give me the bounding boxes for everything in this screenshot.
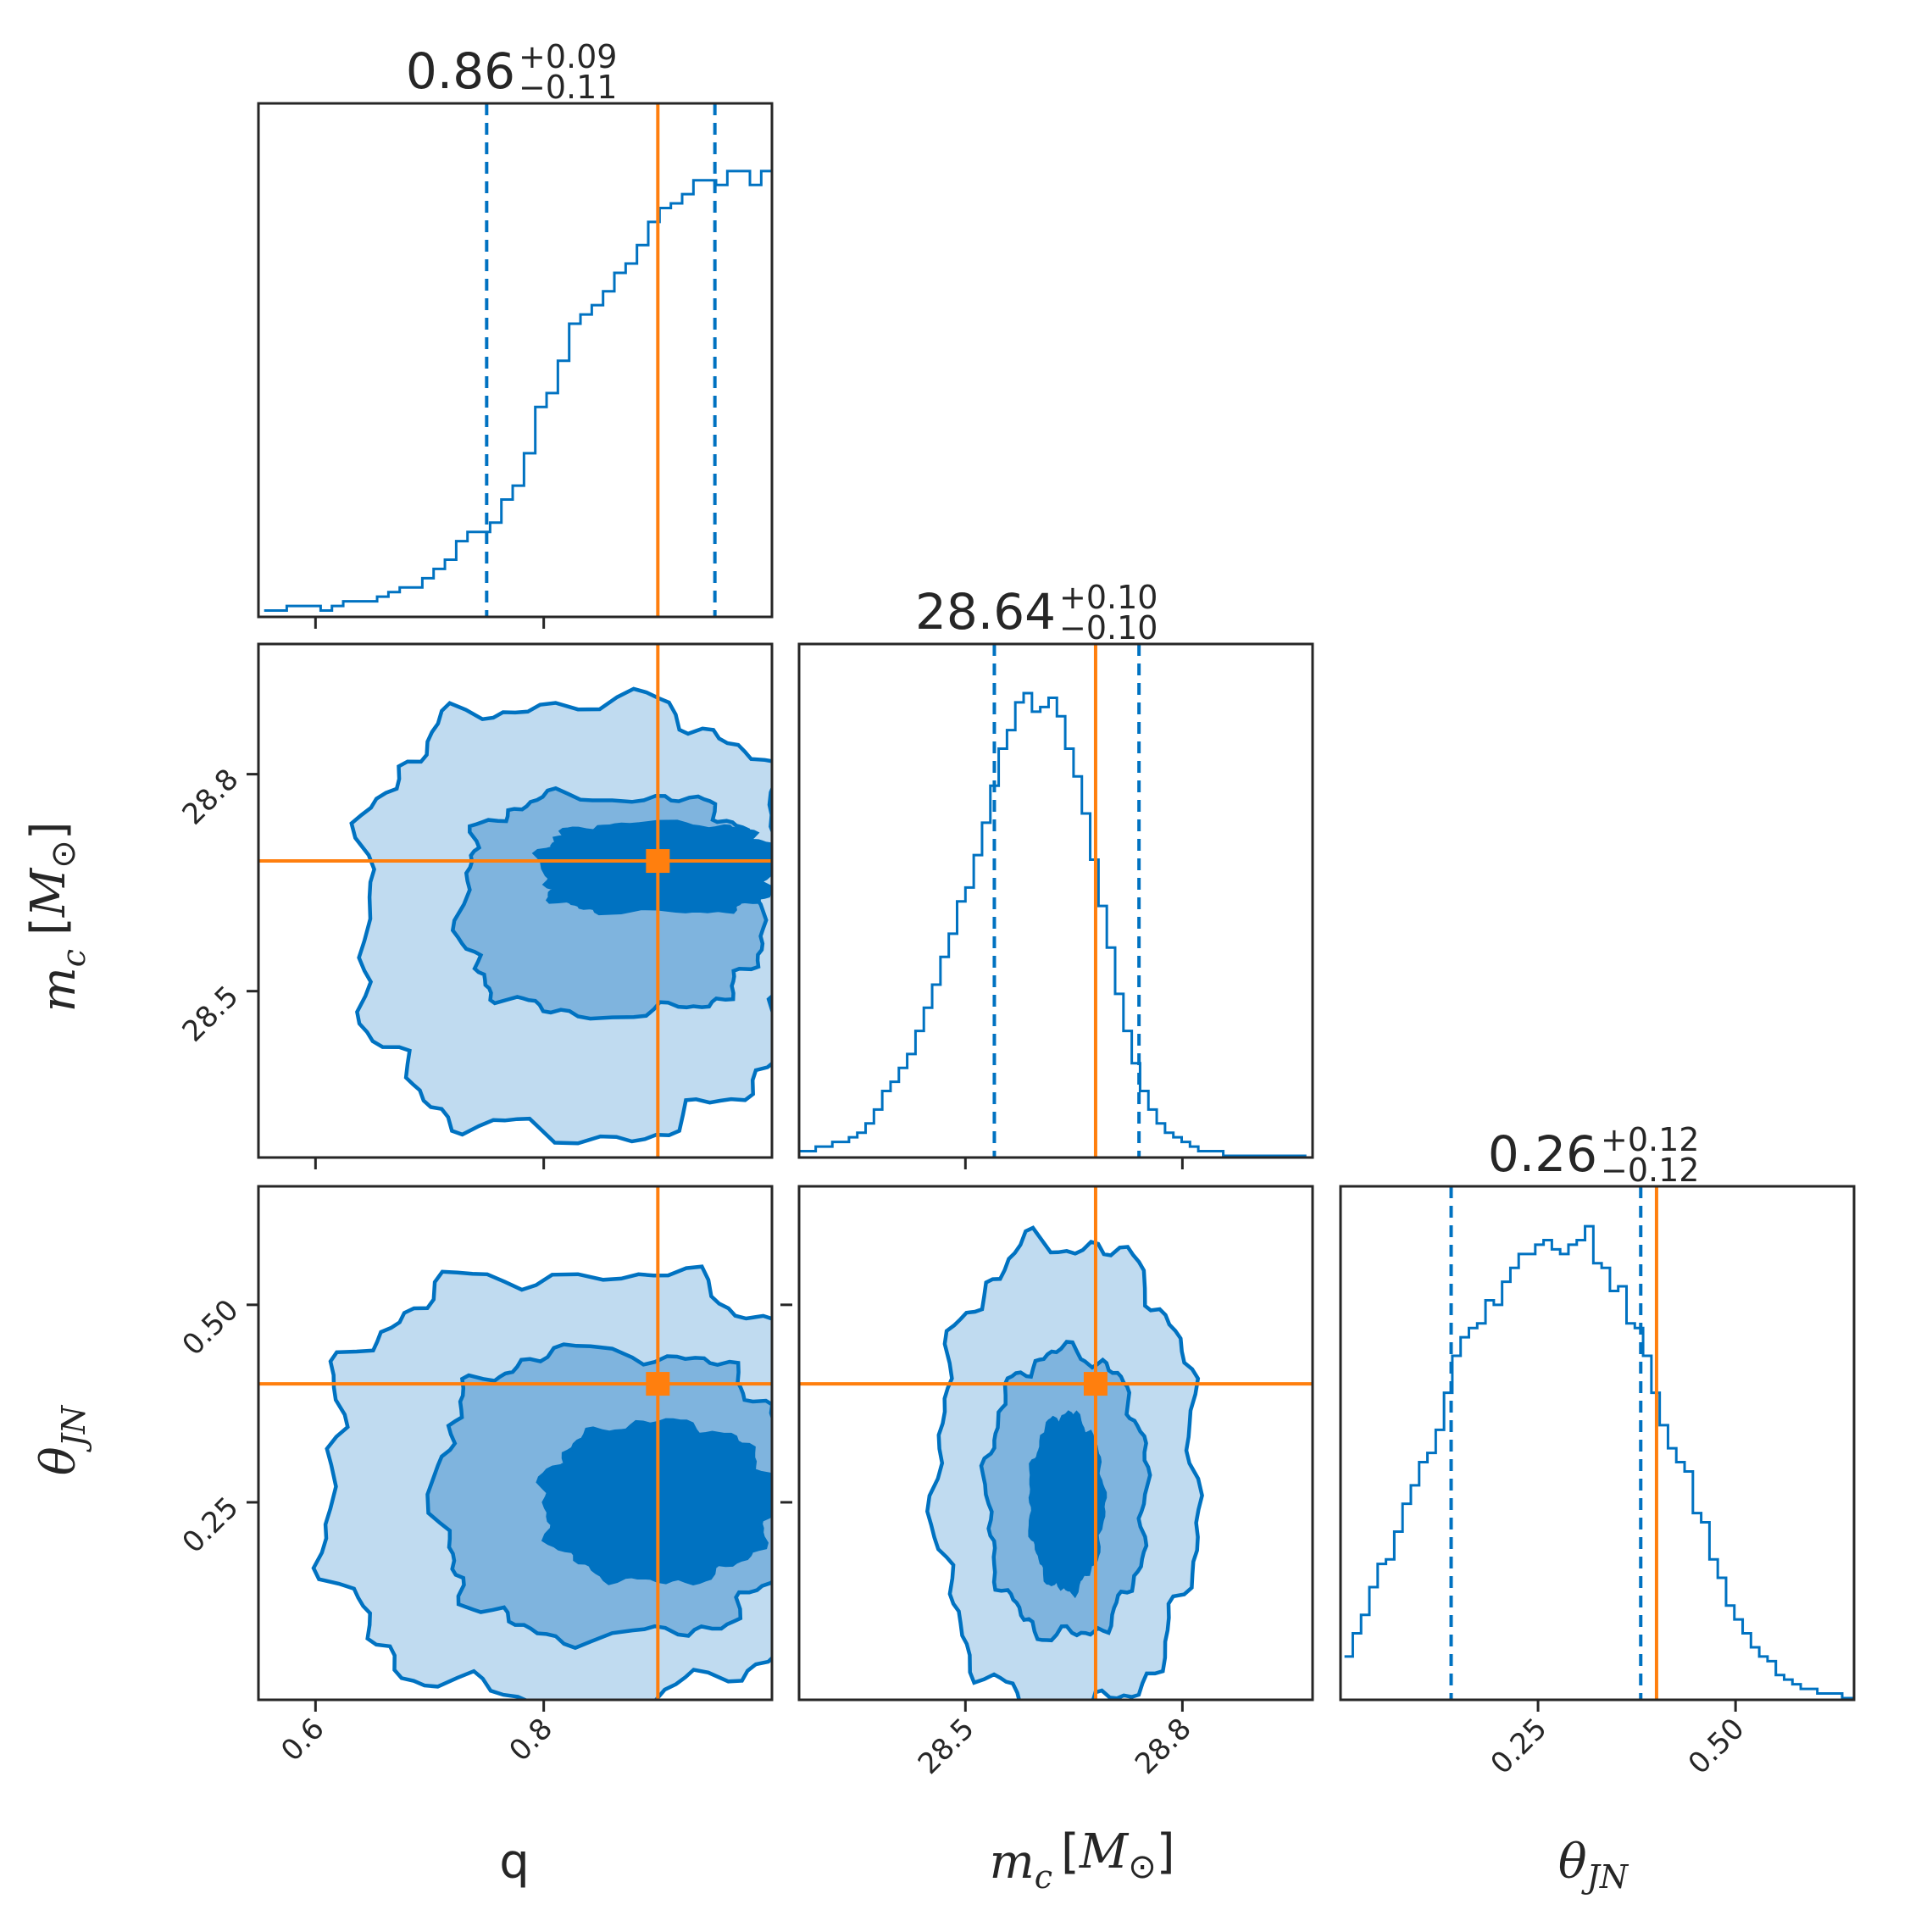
hist-steps-q <box>264 169 772 613</box>
hist-panel-q: 0.86 +0.09−0.11 <box>257 38 774 619</box>
contour-line-inner <box>531 819 772 916</box>
xtick-label-q-0: 0.6 <box>275 1712 331 1768</box>
xtick-label-mc-0: 28.5 <box>912 1712 981 1781</box>
hist-panel-mc: 28.64 +0.10−0.10 <box>797 579 1314 1159</box>
contour-frame-mc-theta <box>797 1185 1314 1702</box>
contour-fill-inner <box>538 1419 772 1584</box>
svg-text:θJN: θJN <box>1558 1835 1629 1896</box>
contour-content-1 <box>258 1186 772 1700</box>
hist-frame-q <box>257 102 774 619</box>
ytick-label-mc-1: 28.8 <box>176 763 246 832</box>
svg-text:mc: mc <box>990 1835 1052 1896</box>
hist-content-theta <box>1344 1186 1854 1700</box>
hist-steps-theta <box>1344 1224 1854 1700</box>
contour-line-middle <box>979 1340 1152 1643</box>
truth-marker-mc-theta <box>1083 1372 1108 1396</box>
title-minus-theta: −0.12 <box>1601 1152 1699 1189</box>
contour-line-outer <box>925 1225 1204 1700</box>
xlabel-theta: θJN <box>1558 1835 1629 1896</box>
xtick-label-theta-0: 0.25 <box>1485 1712 1554 1781</box>
svg-text:mc: mc <box>31 949 92 1012</box>
ytick-label-mc-0: 28.5 <box>176 980 246 1049</box>
title-plus-q: +0.09 <box>519 38 617 75</box>
title-value-q: 0.86 <box>406 42 515 100</box>
xlabel-mc: mc [M⊙] <box>990 1824 1175 1896</box>
title-plus-mc: +0.10 <box>1059 579 1158 616</box>
ylabel-theta: θJN <box>31 1404 92 1475</box>
xtick-label-theta-1: 0.50 <box>1682 1712 1752 1781</box>
contour-content-2 <box>799 1186 1313 1700</box>
svg-text:[M⊙]: [M⊙] <box>21 821 83 935</box>
contour-frame-q-mc <box>257 642 774 1159</box>
ylabel-mc: mc [M⊙] <box>21 821 92 1012</box>
truth-marker-q-mc <box>646 849 670 874</box>
ytick-label-theta-0: 0.25 <box>176 1491 246 1560</box>
xtick-label-q-1: 0.8 <box>503 1712 560 1768</box>
contour-fill-inner <box>1030 1413 1105 1596</box>
hist-title-q: 0.86 +0.09−0.11 <box>406 38 618 106</box>
title-value-mc: 28.64 <box>915 583 1056 641</box>
contour-line-outer <box>311 1264 772 1700</box>
xlabel-q: q <box>499 1835 530 1890</box>
hist-title-mc: 28.64 +0.10−0.10 <box>915 579 1158 647</box>
hist-frame-theta <box>1339 1185 1856 1702</box>
svg-text:θJN: θJN <box>31 1404 92 1475</box>
hist-panel-theta: 0.26 +0.12−0.12 <box>1339 1121 1856 1702</box>
contour-panel-q-mc <box>257 642 774 1159</box>
contour-line-middle <box>450 786 769 1021</box>
contour-line-outer <box>349 686 772 1146</box>
truth-marker-q-theta <box>646 1372 670 1396</box>
hist-content-mc <box>799 644 1307 1158</box>
contour-content-0 <box>258 644 772 1158</box>
contour-frame-q-theta <box>257 1185 774 1702</box>
ytick-label-theta-1: 0.50 <box>176 1293 246 1363</box>
title-plus-theta: +0.12 <box>1601 1121 1699 1158</box>
title-value-theta: 0.26 <box>1488 1125 1597 1183</box>
title-minus-mc: −0.10 <box>1059 609 1158 647</box>
svg-text:[M⊙]: [M⊙] <box>1061 1824 1175 1886</box>
hist-steps-mc <box>799 691 1307 1158</box>
title-minus-q: −0.11 <box>519 69 617 106</box>
hist-frame-mc <box>797 642 1314 1159</box>
contour-line-inner <box>536 1418 772 1586</box>
contour-panel-mc-theta <box>797 1185 1314 1702</box>
hist-content-q <box>264 103 772 617</box>
contour-panel-q-theta <box>257 1185 774 1702</box>
xtick-label-mc-1: 28.8 <box>1129 1712 1198 1781</box>
hist-title-theta: 0.26 +0.12−0.12 <box>1488 1121 1700 1189</box>
label-layer: q mc [M⊙] θJN mc [M⊙] θJN <box>21 821 1629 1896</box>
contour-line-inner <box>1028 1410 1108 1599</box>
contour-line-middle <box>425 1342 772 1651</box>
